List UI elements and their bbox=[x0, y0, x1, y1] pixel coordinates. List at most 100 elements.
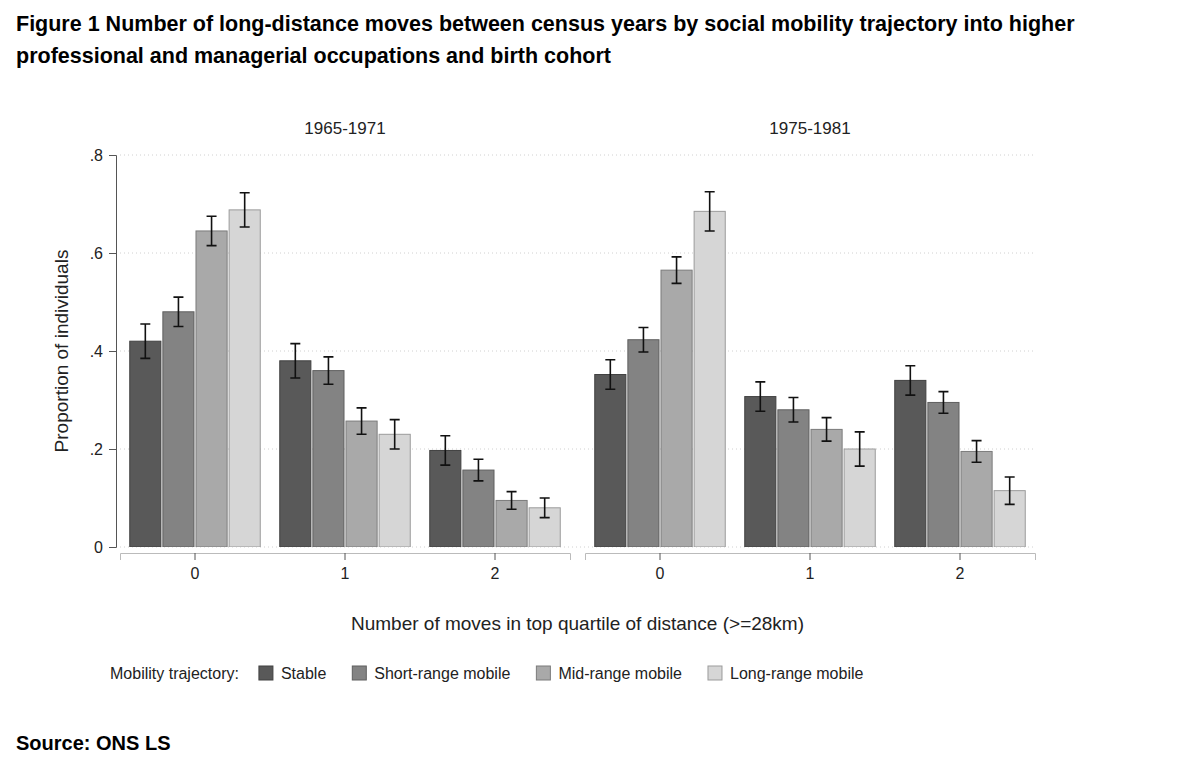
error-bar bbox=[540, 498, 550, 518]
plot-area bbox=[130, 193, 561, 547]
error-bar-line bbox=[705, 192, 715, 231]
error-bar-line bbox=[207, 216, 217, 245]
error-bar bbox=[605, 360, 615, 389]
x-tick-label: 2 bbox=[491, 565, 500, 582]
error-bar bbox=[290, 344, 300, 378]
bar bbox=[694, 211, 725, 547]
legend-title: Mobility trajectory: bbox=[110, 665, 239, 682]
y-tick-label: .2 bbox=[90, 441, 103, 458]
error-bar bbox=[173, 297, 183, 326]
error-bar-line bbox=[972, 441, 982, 463]
bar bbox=[196, 231, 227, 547]
x-axis-title: Number of moves in top quartile of dista… bbox=[351, 613, 804, 634]
error-bar-line bbox=[323, 357, 333, 384]
x-tick-mark bbox=[195, 553, 196, 560]
bar bbox=[346, 421, 377, 547]
bar bbox=[628, 340, 659, 547]
legend: Mobility trajectory: Stable Short-range mo… bbox=[110, 665, 864, 682]
x-tick: 2 bbox=[956, 553, 965, 582]
x-tick: 0 bbox=[656, 553, 665, 582]
bar bbox=[745, 397, 776, 547]
error-bar-line bbox=[240, 193, 250, 227]
error-bar bbox=[855, 432, 865, 466]
chart: 0.2.4.6.8Proportion of individuals1965-1… bbox=[0, 0, 1200, 768]
bar bbox=[163, 312, 194, 547]
x-tick-label: 0 bbox=[191, 565, 200, 582]
y-tick: .4 bbox=[90, 343, 116, 360]
error-bar-line bbox=[290, 344, 300, 378]
bar bbox=[811, 429, 842, 547]
bar bbox=[379, 434, 410, 547]
plot-area bbox=[595, 192, 1026, 547]
y-tick: 0 bbox=[94, 539, 116, 556]
error-bar-line bbox=[672, 257, 682, 283]
bar bbox=[595, 375, 626, 547]
error-bar bbox=[390, 420, 400, 449]
error-bar bbox=[1005, 477, 1015, 504]
error-bar-line bbox=[173, 297, 183, 326]
y-tick-label: .8 bbox=[90, 147, 103, 164]
x-axis-line bbox=[121, 554, 571, 561]
error-bar bbox=[507, 492, 517, 510]
error-bar-line bbox=[605, 360, 615, 389]
error-bar bbox=[755, 382, 765, 411]
legend-label: Short-range mobile bbox=[374, 665, 510, 682]
error-bar-line bbox=[938, 392, 948, 414]
y-tick-mark bbox=[109, 547, 116, 548]
x-axis: 0 1 2 bbox=[586, 553, 1036, 582]
y-tick-mark bbox=[109, 351, 116, 352]
error-bar-line bbox=[905, 366, 915, 395]
legend-swatch bbox=[708, 666, 722, 680]
error-bar bbox=[357, 408, 367, 434]
legend-label: Mid-range mobile bbox=[558, 665, 682, 682]
legend-swatch bbox=[536, 666, 550, 680]
x-tick-mark bbox=[345, 553, 346, 560]
bar bbox=[895, 380, 926, 547]
x-axis: 0 1 2 bbox=[121, 553, 571, 582]
error-bar-line bbox=[822, 418, 832, 442]
bar bbox=[928, 402, 959, 547]
x-tick-mark bbox=[810, 553, 811, 560]
x-tick: 1 bbox=[341, 553, 350, 582]
y-axis-line bbox=[109, 156, 117, 548]
y-axis: 0.2.4.6.8 bbox=[90, 147, 117, 556]
error-bar-line bbox=[357, 408, 367, 434]
bar bbox=[229, 210, 260, 547]
panel-title: 1965-1971 bbox=[304, 119, 385, 138]
x-tick-label: 0 bbox=[656, 565, 665, 582]
source-note: Source: ONS LS bbox=[16, 732, 170, 754]
y-axis-title: Proportion of individuals bbox=[51, 250, 72, 453]
x-tick: 2 bbox=[491, 553, 500, 582]
x-tick: 1 bbox=[806, 553, 815, 582]
error-bar bbox=[140, 324, 150, 358]
error-bar bbox=[905, 366, 915, 395]
x-tick-mark bbox=[660, 553, 661, 560]
error-bar-line bbox=[638, 327, 648, 352]
error-bar-line bbox=[140, 324, 150, 358]
legend-swatch bbox=[259, 666, 273, 680]
bar bbox=[313, 371, 344, 547]
bar bbox=[778, 410, 809, 547]
x-tick-label: 1 bbox=[806, 565, 815, 582]
bar bbox=[661, 270, 692, 547]
error-bar bbox=[672, 257, 682, 283]
x-tick-mark bbox=[960, 553, 961, 560]
y-tick: .8 bbox=[90, 147, 116, 164]
x-tick-mark bbox=[495, 553, 496, 560]
bar bbox=[280, 361, 311, 547]
error-bar-line bbox=[473, 459, 483, 481]
y-tick-mark bbox=[109, 155, 116, 156]
error-bar bbox=[705, 192, 715, 231]
panel-title: 1975-1981 bbox=[769, 119, 850, 138]
error-bar bbox=[207, 216, 217, 245]
legend-label: Stable bbox=[281, 665, 326, 682]
x-axis-line bbox=[586, 554, 1036, 561]
x-tick: 0 bbox=[191, 553, 200, 582]
error-bar bbox=[240, 193, 250, 227]
y-tick-mark bbox=[109, 253, 116, 254]
x-tick-label: 2 bbox=[956, 565, 965, 582]
error-bar-line bbox=[540, 498, 550, 518]
error-bar-line bbox=[755, 382, 765, 411]
error-bar bbox=[788, 398, 798, 423]
error-bar-line bbox=[440, 436, 450, 465]
